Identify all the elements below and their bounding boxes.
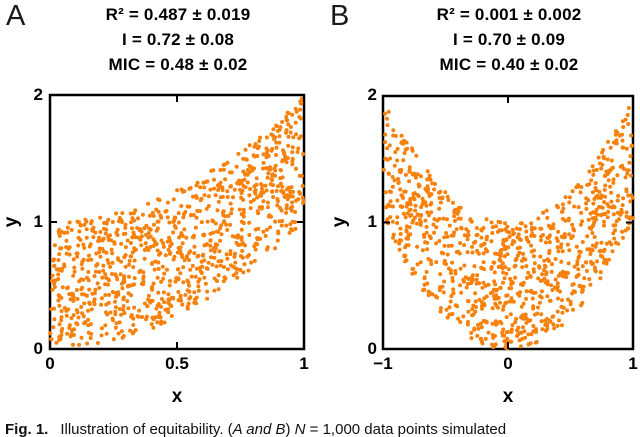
panel-a-xlabel: x (171, 386, 183, 407)
panel-b-stat-i: I = 0.70 ± 0.09 (452, 30, 566, 49)
panel-a-stats: R² = 0.487 ± 0.019 I = 0.72 ± 0.08 MIC =… (50, 2, 306, 77)
panel-a-ytick-0: 0 (33, 339, 43, 358)
caption-label: Fig. 1. (5, 421, 49, 437)
panel-b-xtick-neg1: −1 (373, 354, 393, 373)
panel-b-stat-r2: R² = 0.001 ± 0.002 (436, 5, 582, 24)
figure-caption: Fig. 1. Illustration of equitability. (A … (5, 420, 637, 437)
panel-a-stat-mic: MIC = 0.48 ± 0.02 (108, 55, 248, 74)
panel-b-plot (381, 94, 635, 351)
panel-b-xtick-0: 0 (503, 354, 513, 373)
panel-b-ylabel: y (329, 216, 350, 228)
panel-a-ytick-2: 2 (33, 85, 43, 104)
panel-a-plot (48, 93, 306, 351)
panel-b-xlabel: x (502, 386, 514, 407)
panel-a-xtick-05: 0.5 (165, 354, 189, 373)
panel-a-ylabel: y (1, 216, 22, 228)
panel-b-label: B (330, 0, 350, 32)
caption-text-2: ) (285, 421, 295, 437)
caption-panels-ref: A and B (232, 421, 286, 437)
panel-b-xtick-1: 1 (628, 354, 638, 373)
panel-a-xtick-1: 1 (299, 354, 309, 373)
caption-text-1: Illustration of equitability. ( (60, 421, 233, 437)
panel-b-ytick-2: 2 (367, 85, 377, 104)
panel-a-stat-i: I = 0.72 ± 0.08 (121, 30, 235, 49)
caption-text-3: = 1,000 data points simulated (305, 421, 507, 437)
panel-b-stats: R² = 0.001 ± 0.002 I = 0.70 ± 0.09 MIC =… (383, 2, 635, 77)
panel-b-stat-mic: MIC = 0.40 ± 0.02 (439, 55, 579, 74)
panel-a-ytick-1: 1 (33, 212, 43, 231)
panel-a-stat-r2: R² = 0.487 ± 0.019 (105, 5, 251, 24)
panel-a-xtick-0: 0 (45, 354, 55, 373)
panel-a-label: A (6, 0, 26, 32)
panel-b-ytick-1: 1 (367, 212, 377, 231)
panel-b-ytick-0: 0 (367, 339, 377, 358)
caption-n-symbol: N (294, 421, 306, 437)
